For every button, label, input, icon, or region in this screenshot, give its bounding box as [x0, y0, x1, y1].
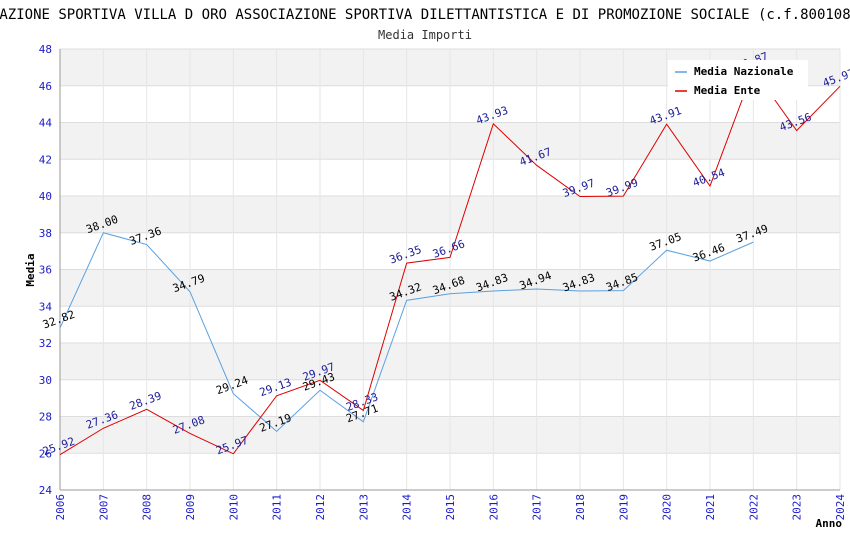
x-tick-label: 2011 — [271, 494, 284, 521]
x-tick-label: 2019 — [617, 494, 630, 521]
legend-box — [668, 60, 808, 100]
legend-label-media-nazionale: Media Nazionale — [694, 65, 794, 78]
y-tick-label: 46 — [39, 80, 52, 93]
x-tick-label: 2008 — [141, 494, 154, 521]
chart-subtitle: Media Importi — [378, 28, 472, 42]
legend-label-media-ente: Media Ente — [694, 84, 761, 97]
x-tick-label: 2012 — [314, 494, 327, 521]
x-tick-label: 2017 — [531, 494, 544, 521]
y-tick-label: 34 — [39, 300, 53, 313]
x-tick-label: 2015 — [444, 494, 457, 521]
x-tick-label: 2018 — [574, 494, 587, 521]
x-tick-label: 2016 — [487, 494, 500, 520]
y-tick-labels: 24 26 28 30 32 34 36 38 40 42 44 46 48 — [39, 43, 53, 497]
y-tick-label: 30 — [39, 374, 52, 387]
y-tick-label: 48 — [39, 43, 52, 56]
x-tick-labels: 2006 2007 2008 2009 2010 2011 2012 2013 2014 2015… — [54, 494, 847, 521]
y-tick-label: 40 — [39, 190, 52, 203]
series-line-media-nazionale — [59, 232, 754, 433]
x-tick-label: 2021 — [704, 494, 717, 521]
x-tick-label: 2014 — [401, 494, 414, 521]
y-tick-label: 32 — [39, 337, 52, 350]
y-tick-label: 38 — [39, 227, 52, 240]
y-tick-label: 36 — [39, 264, 52, 277]
y-tick-label: 42 — [39, 153, 52, 166]
x-tick-label: 2020 — [661, 494, 674, 521]
chart-title: ASSOCIAZIONE SPORTIVA VILLA D ORO ASSOCI… — [0, 7, 850, 23]
y-tick-label: 24 — [39, 484, 53, 497]
x-tick-label: 2024 — [834, 494, 847, 521]
y-tick-label: 26 — [39, 447, 52, 460]
data-label: 40.54 — [691, 166, 727, 190]
x-tick-label: 2009 — [184, 494, 197, 521]
x-tick-label: 2010 — [227, 494, 240, 521]
x-axis-label: Anno — [816, 517, 843, 530]
x-tick-label: 2023 — [791, 494, 804, 521]
x-tick-label: 2022 — [747, 494, 760, 521]
data-label: 36.35 — [388, 243, 424, 267]
x-tick-label: 2007 — [97, 494, 110, 521]
data-label: 28.39 — [128, 389, 164, 413]
data-label: 37.05 — [648, 230, 684, 254]
series-line-media-ente — [59, 68, 841, 456]
y-axis-label: Media — [24, 253, 37, 286]
y-tick-label: 44 — [39, 117, 53, 130]
y-tick-label: 28 — [39, 411, 52, 424]
x-tick-label: 2013 — [357, 494, 370, 521]
grid-lines — [59, 48, 841, 491]
x-tick-label: 2006 — [54, 494, 67, 521]
data-label: 25.92 — [41, 435, 77, 459]
legend: Media Nazionale Media Ente — [668, 60, 808, 100]
series-lines — [59, 68, 841, 456]
